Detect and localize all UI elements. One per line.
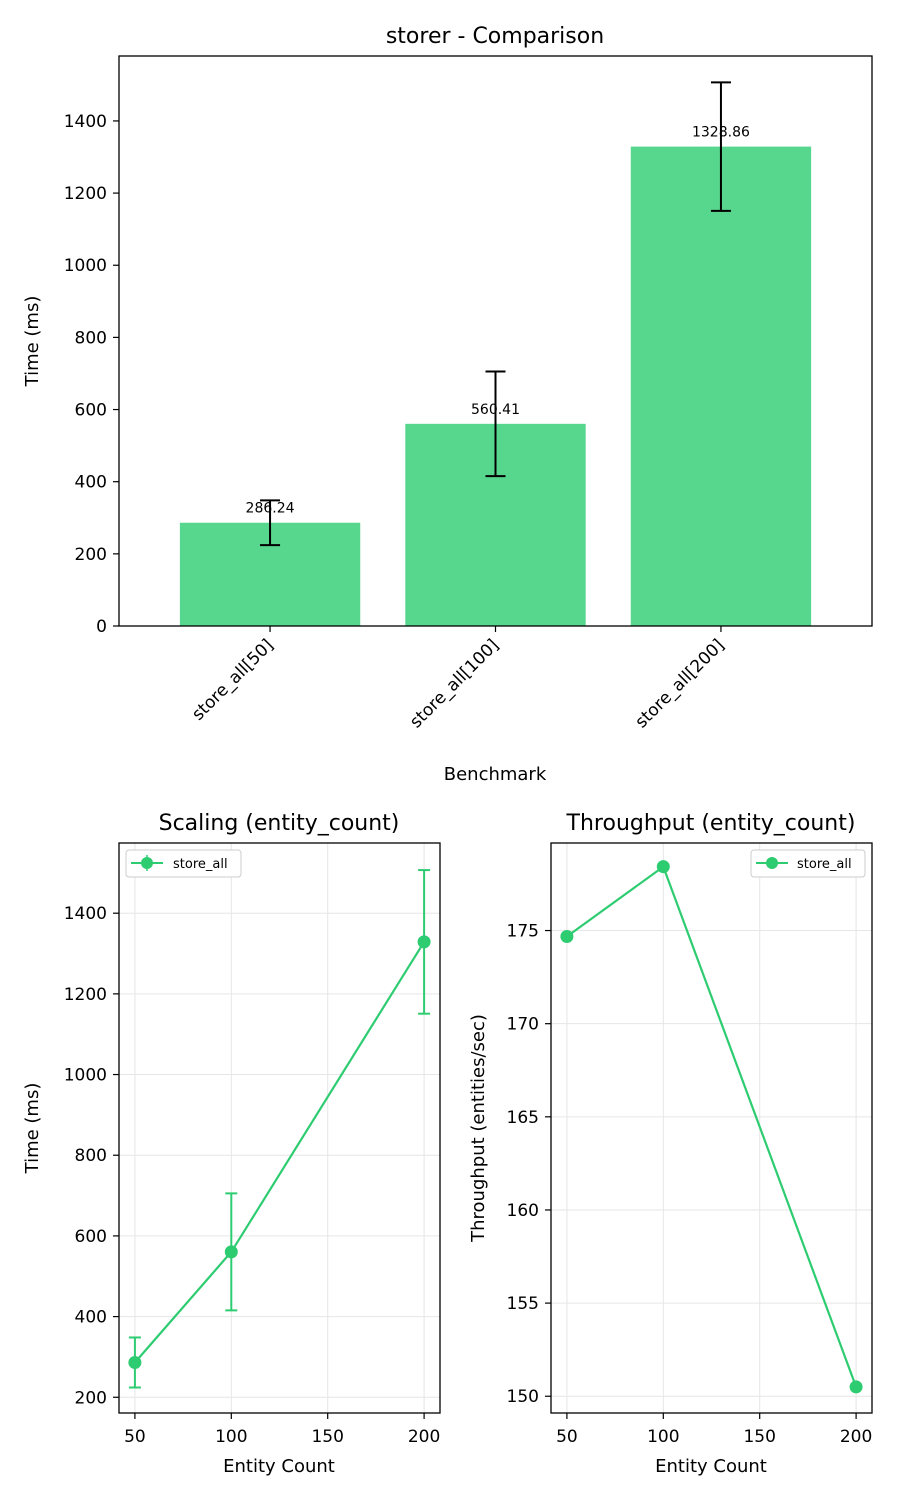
scaling-legend-box [125,849,242,878]
throughput-point [656,860,670,874]
comparison-plot-frame [118,55,873,627]
comparison-ytick-label: 0 [96,617,107,637]
scaling-xlabel: Entity Count [223,1456,335,1477]
scaling-title: Scaling (entity_count) [159,811,400,836]
throughput-title: Throughput (entity_count) [566,811,856,836]
comparison-xtick-label: store_all[100] [406,635,503,732]
comparison-ytick-label: 1200 [64,184,107,204]
throughput-legend-marker [766,857,778,869]
throughput-plot-frame [550,842,873,1414]
throughput-ytick-label: 155 [507,1294,539,1314]
comparison-chart: storer - Comparison 0 200 400 600 800 1000 120… [22,24,873,785]
comparison-ytick-label: 600 [75,401,107,421]
scaling-point [417,935,431,949]
scaling-ylabel: Time (ms) [22,1083,43,1175]
scaling-legend: store_all [125,849,242,878]
comparison-title: storer - Comparison [386,24,604,49]
throughput-xtick-label: 100 [647,1427,679,1447]
scaling-point [128,1355,142,1369]
comparison-ytick-label: 200 [75,545,107,565]
throughput-ylabel: Throughput (entities/sec) [468,1014,489,1243]
comparison-bar [630,146,812,626]
scaling-xtick-label: 50 [124,1427,146,1447]
throughput-ytick-label: 175 [507,922,539,942]
throughput-ytick-label: 165 [507,1108,539,1128]
throughput-legend-box [750,849,866,878]
comparison-xtick-label: store_all[50] [188,635,277,724]
scaling-chart: Scaling (entity_count) 50 100 150 200 200 400… [22,811,441,1477]
comparison-value-label: 560.41 [471,402,520,418]
comparison-value-label: 286.24 [246,501,295,517]
comparison-ytick-label: 800 [75,328,107,348]
throughput-legend-label: store_all [797,857,852,872]
comparison-ytick-label: 1000 [64,256,107,276]
throughput-point [849,1380,863,1394]
scaling-plot-frame [118,842,441,1414]
scaling-xtick-label: 200 [408,1427,440,1447]
scaling-ytick-label: 800 [75,1146,107,1166]
comparison-ytick-label: 400 [75,473,107,493]
scaling-ytick-label: 1200 [64,985,107,1005]
comparison-value-label: 1328.86 [692,125,750,141]
comparison-xlabel: Benchmark [444,764,547,785]
scaling-ytick-label: 200 [75,1388,107,1408]
throughput-ytick-label: 160 [507,1201,539,1221]
scaling-point [224,1245,238,1259]
throughput-legend: store_all [750,849,866,878]
comparison-ylabel: Time (ms) [22,296,43,388]
scaling-ytick-label: 1400 [64,904,107,924]
scaling-ytick-label: 1000 [64,1066,107,1086]
throughput-series-line [566,864,858,1388]
comparison-xtick-label: store_all[200] [632,635,729,732]
scaling-series-line [134,941,426,1364]
throughput-xtick-label: 150 [743,1427,775,1447]
scaling-ytick-label: 400 [75,1308,107,1328]
scaling-legend-label: store_all [173,857,228,872]
throughput-ytick-label: 150 [507,1387,539,1407]
scaling-legend-marker [141,857,153,869]
throughput-xlabel: Entity Count [655,1456,767,1477]
throughput-point [560,930,574,944]
scaling-xtick-label: 150 [311,1427,343,1447]
throughput-xtick-label: 50 [556,1427,578,1447]
comparison-ytick-label: 1400 [64,112,107,132]
scaling-xtick-label: 100 [215,1427,247,1447]
throughput-ytick-label: 170 [507,1015,539,1035]
throughput-chart: Throughput (entity_count) 50 100 150 200 150… [468,811,873,1477]
throughput-xtick-label: 200 [840,1427,872,1447]
scaling-ytick-label: 600 [75,1227,107,1247]
